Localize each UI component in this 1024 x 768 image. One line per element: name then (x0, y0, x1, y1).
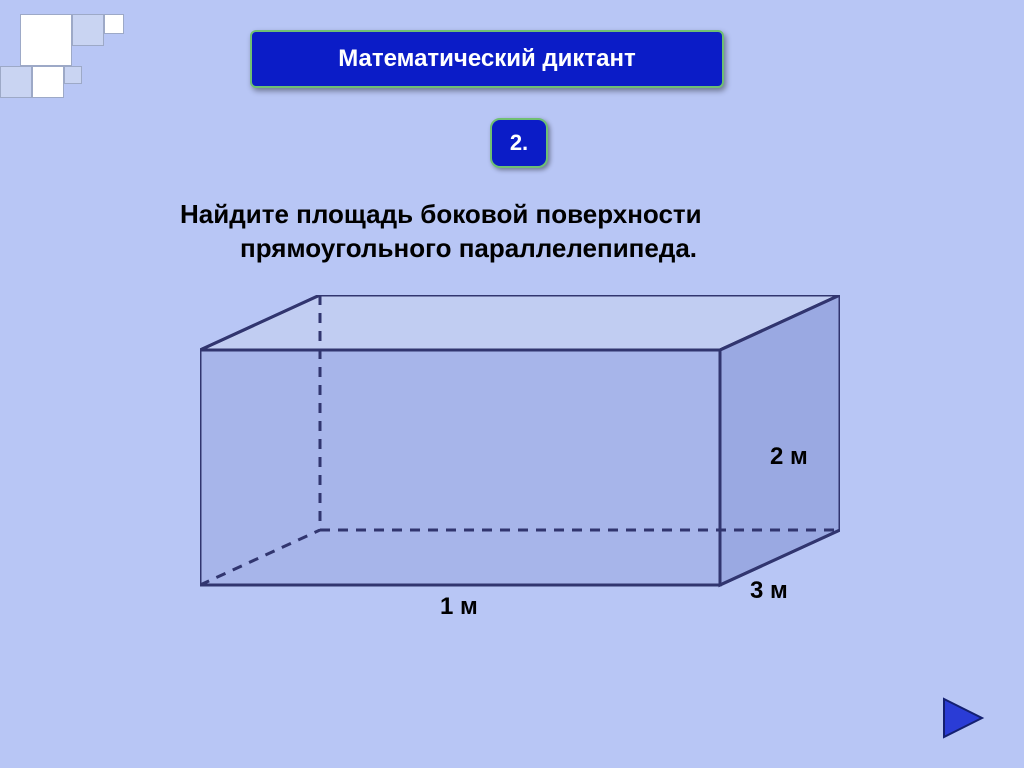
slide: Математический диктант 2. Найдите площад… (0, 0, 1024, 768)
dimension-height: 2 м (770, 443, 808, 471)
question-number-box: 2. (490, 118, 548, 168)
question-number-text: 2. (510, 130, 528, 156)
task-line-1: Найдите площадь боковой поверхности (180, 198, 702, 232)
slide-title-text: Математический диктант (338, 45, 636, 73)
slide-title-box: Математический диктант (250, 30, 724, 88)
task-line-2: прямоугольного параллелепипеда. (180, 232, 702, 266)
cuboid-diagram: 2 м 3 м 1 м (200, 295, 840, 640)
next-arrow-icon (940, 695, 986, 741)
cuboid-svg (200, 295, 840, 640)
next-slide-button[interactable] (940, 695, 986, 741)
dimension-width: 3 м (750, 577, 788, 605)
dimension-length: 1 м (440, 593, 478, 621)
task-text: Найдите площадь боковой поверхности прям… (180, 198, 702, 266)
